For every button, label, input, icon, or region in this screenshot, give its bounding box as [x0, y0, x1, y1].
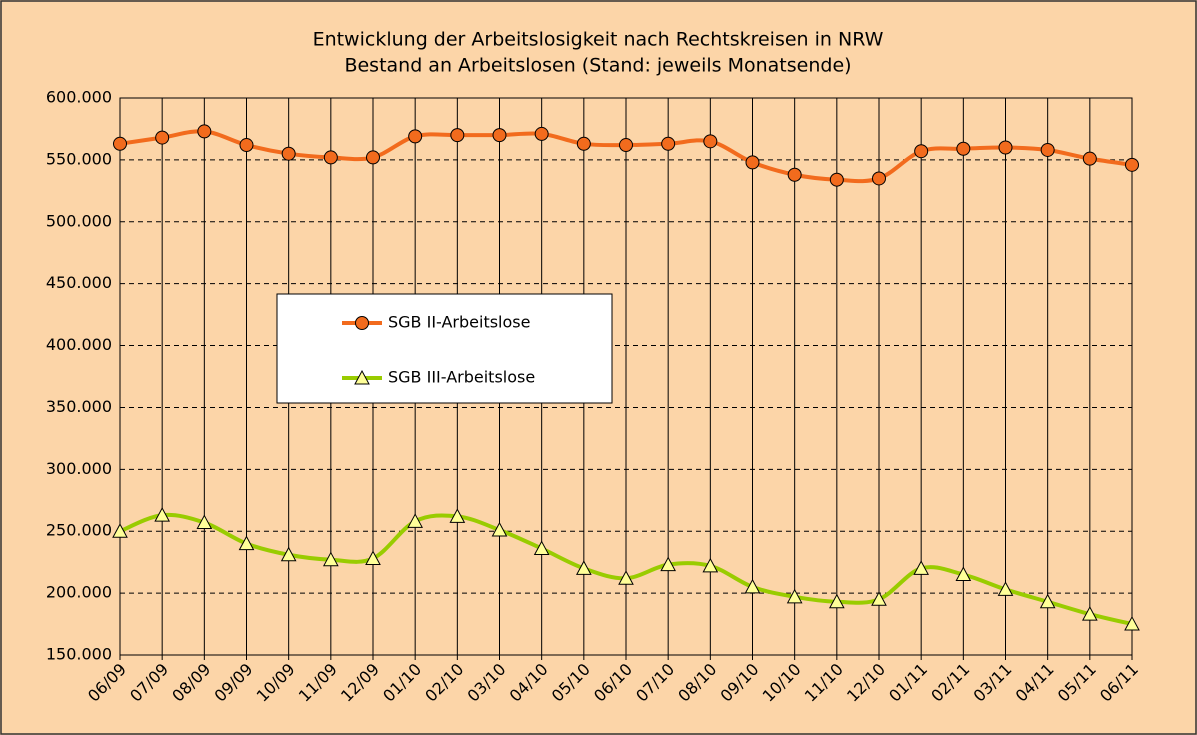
legend-label: SGB II-Arbeitslose [388, 313, 530, 332]
point [449, 508, 466, 523]
point [1082, 151, 1097, 166]
y-tick-label: 500.000 [46, 211, 112, 230]
point [956, 141, 971, 156]
point [1039, 593, 1056, 609]
point [829, 172, 844, 187]
point [280, 546, 297, 562]
y-tick-label: 400.000 [46, 335, 112, 354]
point [450, 128, 465, 143]
y-tick-label: 150.000 [46, 645, 112, 664]
legend-marker [354, 369, 370, 385]
point [407, 513, 424, 528]
point [744, 578, 761, 594]
y-tick-label: 350.000 [46, 397, 112, 416]
legend-label: SGB III-Arbeitslose [388, 368, 535, 387]
chart-title: Entwicklung der Arbeitslosigkeit nach Re… [313, 29, 884, 51]
point [872, 171, 886, 186]
y-tick-label: 600.000 [46, 88, 112, 107]
point [113, 136, 127, 151]
point [533, 540, 550, 556]
point [913, 560, 930, 575]
y-tick-label: 200.000 [46, 583, 112, 602]
y-tick-label: 300.000 [46, 459, 112, 478]
point [239, 138, 254, 153]
point [661, 136, 676, 151]
point [408, 129, 423, 144]
point [366, 150, 380, 165]
point [1081, 606, 1098, 621]
point [1040, 142, 1055, 157]
point [660, 556, 677, 572]
legend-box [276, 293, 613, 404]
point [997, 581, 1014, 596]
point [955, 566, 972, 582]
point [281, 146, 296, 161]
plot-border [119, 97, 1133, 656]
y-tick-label: 250.000 [46, 521, 112, 540]
point [238, 535, 255, 551]
point [619, 138, 633, 153]
point [492, 128, 507, 143]
point [575, 560, 592, 575]
point [745, 155, 760, 170]
point [871, 591, 887, 606]
point [322, 551, 339, 567]
point [576, 136, 591, 151]
point [914, 144, 929, 159]
point [365, 550, 381, 565]
point [787, 167, 802, 182]
point [998, 140, 1013, 155]
y-tick-label: 550.000 [46, 149, 112, 168]
point [112, 523, 128, 538]
point [786, 588, 803, 604]
point [702, 557, 719, 573]
point [155, 130, 170, 145]
y-tick-label: 450.000 [46, 273, 112, 292]
point [618, 570, 634, 585]
point [703, 134, 718, 149]
point [323, 150, 338, 165]
point [491, 521, 508, 537]
point [197, 124, 212, 139]
point [828, 593, 845, 609]
chart-subtitle: Bestand an Arbeitslosen (Stand: jeweils … [344, 55, 851, 77]
point [534, 126, 549, 141]
legend-marker [355, 316, 369, 330]
point [1125, 157, 1139, 172]
point [196, 514, 213, 530]
point [154, 507, 171, 522]
point [1124, 616, 1140, 631]
